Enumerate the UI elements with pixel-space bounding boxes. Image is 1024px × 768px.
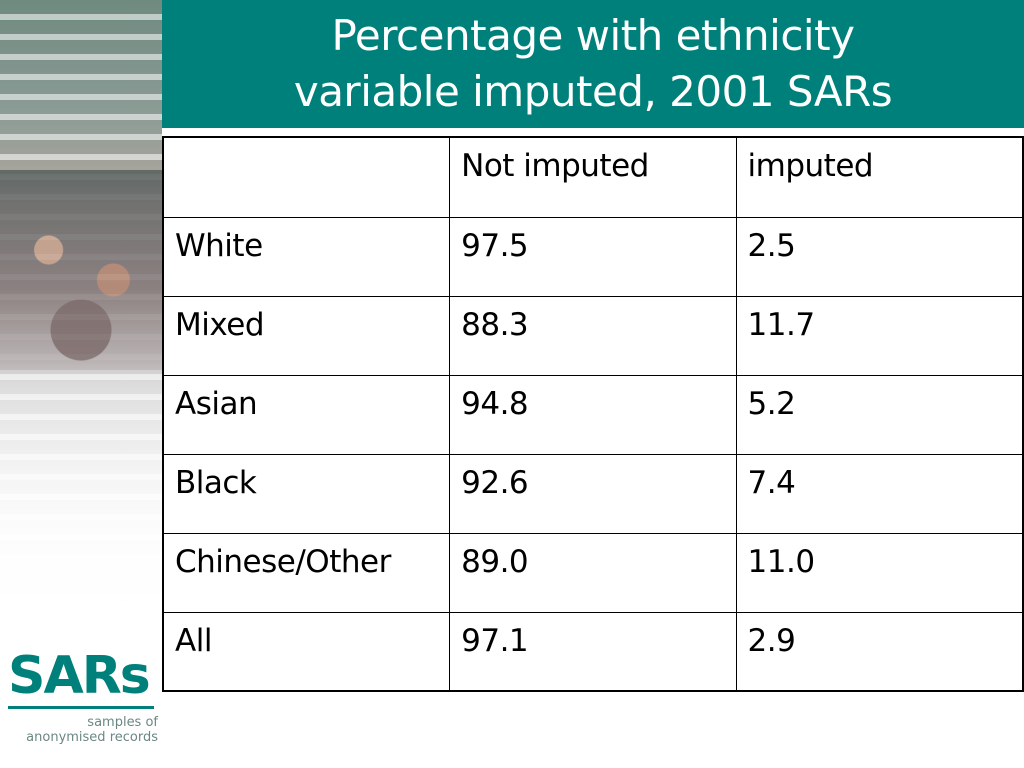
table-row: All 97.1 2.9 xyxy=(162,611,1024,692)
row-label: Mixed xyxy=(162,295,451,376)
imputed-value: 11.7 xyxy=(735,295,1024,376)
not-imputed-value: 97.5 xyxy=(449,216,737,297)
logo-tagline: samples of anonymised records xyxy=(26,715,158,745)
imputed-value: 11.0 xyxy=(735,532,1024,613)
sars-logo: SARs samples of anonymised records xyxy=(8,648,158,745)
imputation-table: Not imputed imputed White 97.5 2.5 Mixed… xyxy=(162,136,1024,692)
decorative-crowd-photo xyxy=(0,0,162,640)
row-label: All xyxy=(162,611,451,692)
table-row: White 97.5 2.5 xyxy=(162,216,1024,297)
table-header-row: Not imputed imputed xyxy=(162,136,1024,218)
not-imputed-value: 89.0 xyxy=(449,532,737,613)
row-label: Chinese/Other xyxy=(162,532,451,613)
not-imputed-value: 94.8 xyxy=(449,374,737,455)
logo-mark: SARs xyxy=(8,646,151,706)
not-imputed-value: 92.6 xyxy=(449,453,737,534)
imputed-value: 7.4 xyxy=(735,453,1024,534)
title-band: Percentage with ethnicity variable imput… xyxy=(162,0,1024,128)
imputed-value: 5.2 xyxy=(735,374,1024,455)
not-imputed-value: 88.3 xyxy=(449,295,737,376)
table-row: Mixed 88.3 11.7 xyxy=(162,295,1024,376)
row-label: Asian xyxy=(162,374,451,455)
imputed-value: 2.5 xyxy=(735,216,1024,297)
row-label: Black xyxy=(162,453,451,534)
imputed-value: 2.9 xyxy=(735,611,1024,692)
not-imputed-value: 97.1 xyxy=(449,611,737,692)
row-label: White xyxy=(162,216,451,297)
table-row: Chinese/Other 89.0 11.0 xyxy=(162,532,1024,613)
header-cell-imputed: imputed xyxy=(735,136,1024,218)
table-row: Black 92.6 7.4 xyxy=(162,453,1024,534)
header-cell-empty xyxy=(162,136,451,218)
photo-fade xyxy=(0,360,162,640)
slide-title: Percentage with ethnicity variable imput… xyxy=(293,11,893,116)
crowd-image xyxy=(0,170,162,370)
logo-divider xyxy=(8,706,154,709)
header-cell-not-imputed: Not imputed xyxy=(449,136,737,218)
table-row: Asian 94.8 5.2 xyxy=(162,374,1024,455)
